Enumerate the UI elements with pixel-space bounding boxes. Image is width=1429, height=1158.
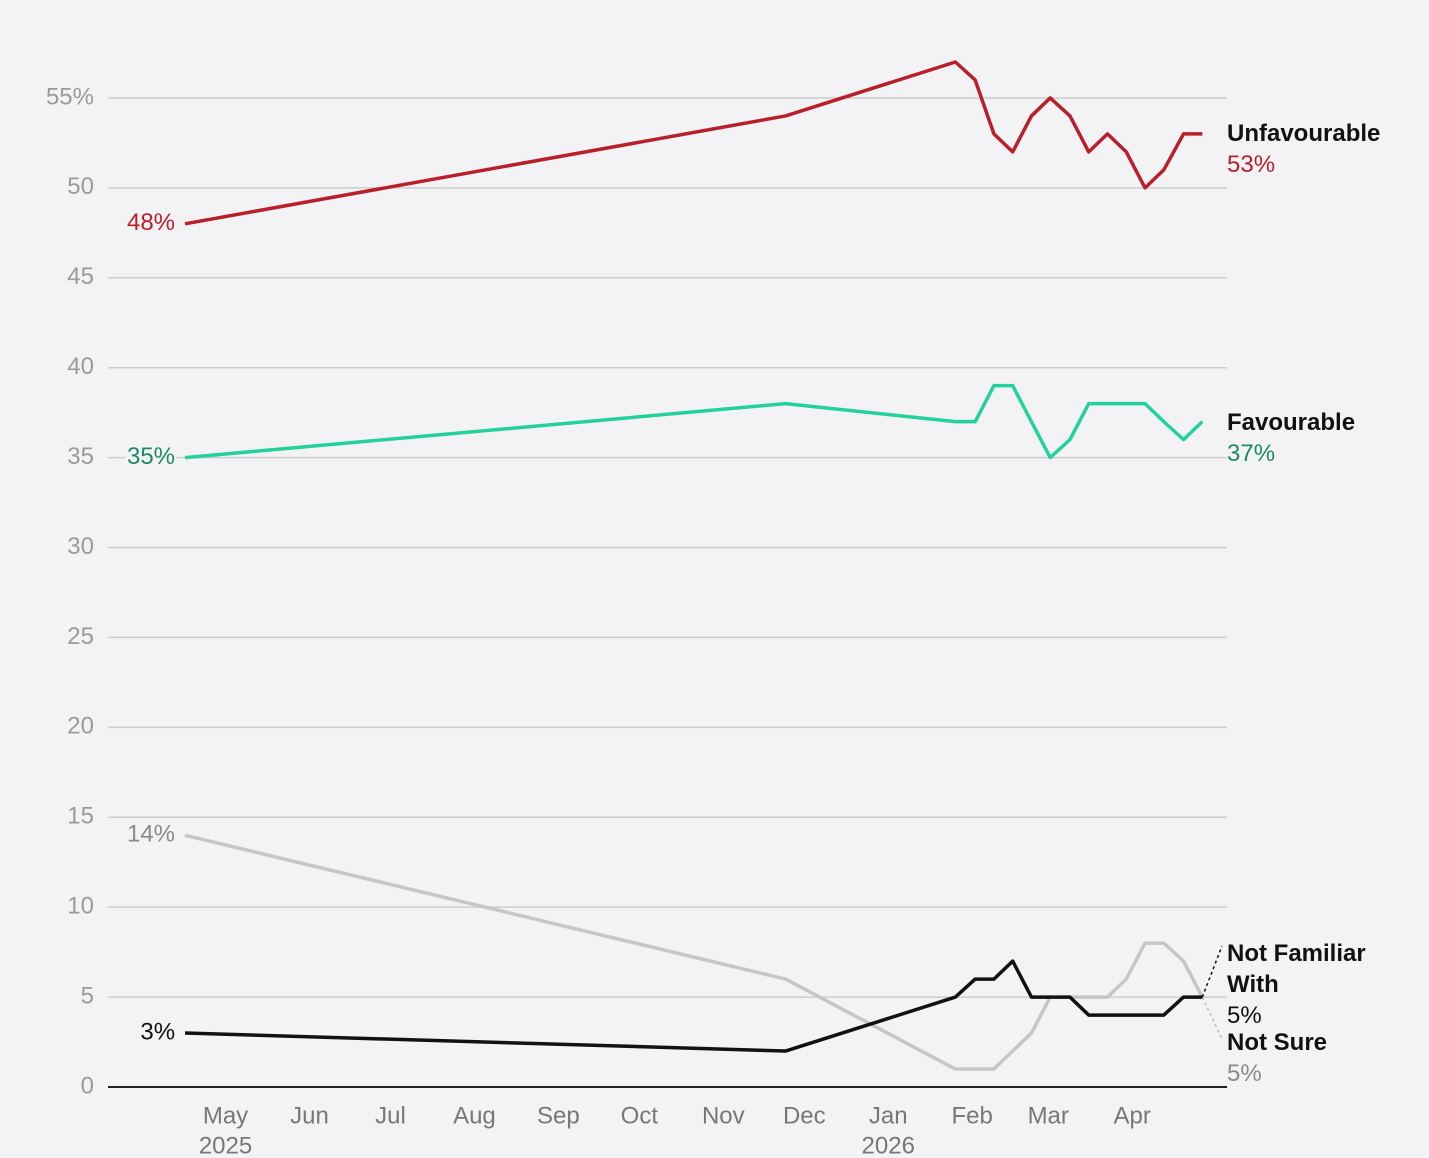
label-connector xyxy=(1201,996,1223,1040)
x-year-label: 2025 xyxy=(199,1132,252,1158)
series-line xyxy=(184,383,1204,460)
y-tick-label: 0 xyxy=(81,1072,94,1099)
start-label: 3% xyxy=(140,1018,175,1045)
end-label: 5% xyxy=(1227,1002,1262,1029)
y-tick-label: 45 xyxy=(67,263,94,290)
y-tick-label: 30 xyxy=(67,533,94,560)
series-name: Favourable xyxy=(1227,409,1356,436)
x-tick-label: Sep xyxy=(537,1102,580,1129)
y-tick-label: 55% xyxy=(46,83,94,110)
x-tick-label: Feb xyxy=(952,1102,993,1129)
series-line xyxy=(184,60,1203,226)
x-tick-label: Aug xyxy=(453,1102,496,1129)
end-label: 37% xyxy=(1227,440,1276,467)
start-label: 48% xyxy=(127,209,175,236)
y-tick-label: 35 xyxy=(67,443,94,470)
series-name: Not Sure xyxy=(1227,1029,1328,1056)
start-label: 35% xyxy=(127,443,175,470)
x-year-label: 2026 xyxy=(862,1132,915,1158)
x-tick-label: Jan xyxy=(869,1102,908,1129)
x-tick-label: Jul xyxy=(375,1102,406,1129)
x-tick-label: Dec xyxy=(783,1102,826,1129)
x-tick-label: Nov xyxy=(702,1102,745,1129)
x-tick-label: Jun xyxy=(290,1102,329,1129)
x-tick-label: Oct xyxy=(621,1102,659,1129)
start-label: 14% xyxy=(127,821,175,848)
label-connector xyxy=(1201,945,1223,998)
series-name: Unfavourable xyxy=(1227,120,1381,147)
y-tick-label: 5 xyxy=(81,982,94,1009)
y-tick-label: 25 xyxy=(67,623,94,650)
end-label: 53% xyxy=(1227,151,1276,178)
y-tick-label: 40 xyxy=(67,353,94,380)
y-tick-label: 50 xyxy=(67,173,94,200)
y-tick-label: 15 xyxy=(67,803,94,830)
end-label: 5% xyxy=(1227,1060,1262,1087)
x-tick-label: May xyxy=(203,1102,248,1129)
series-line xyxy=(184,959,1203,1053)
x-tick-label: Mar xyxy=(1028,1102,1069,1129)
y-tick-label: 20 xyxy=(67,713,94,740)
x-tick-label: Apr xyxy=(1114,1102,1151,1129)
series-name: Not Familiar With xyxy=(1227,940,1366,998)
y-tick-label: 10 xyxy=(67,893,94,920)
series-line xyxy=(184,833,1204,1071)
